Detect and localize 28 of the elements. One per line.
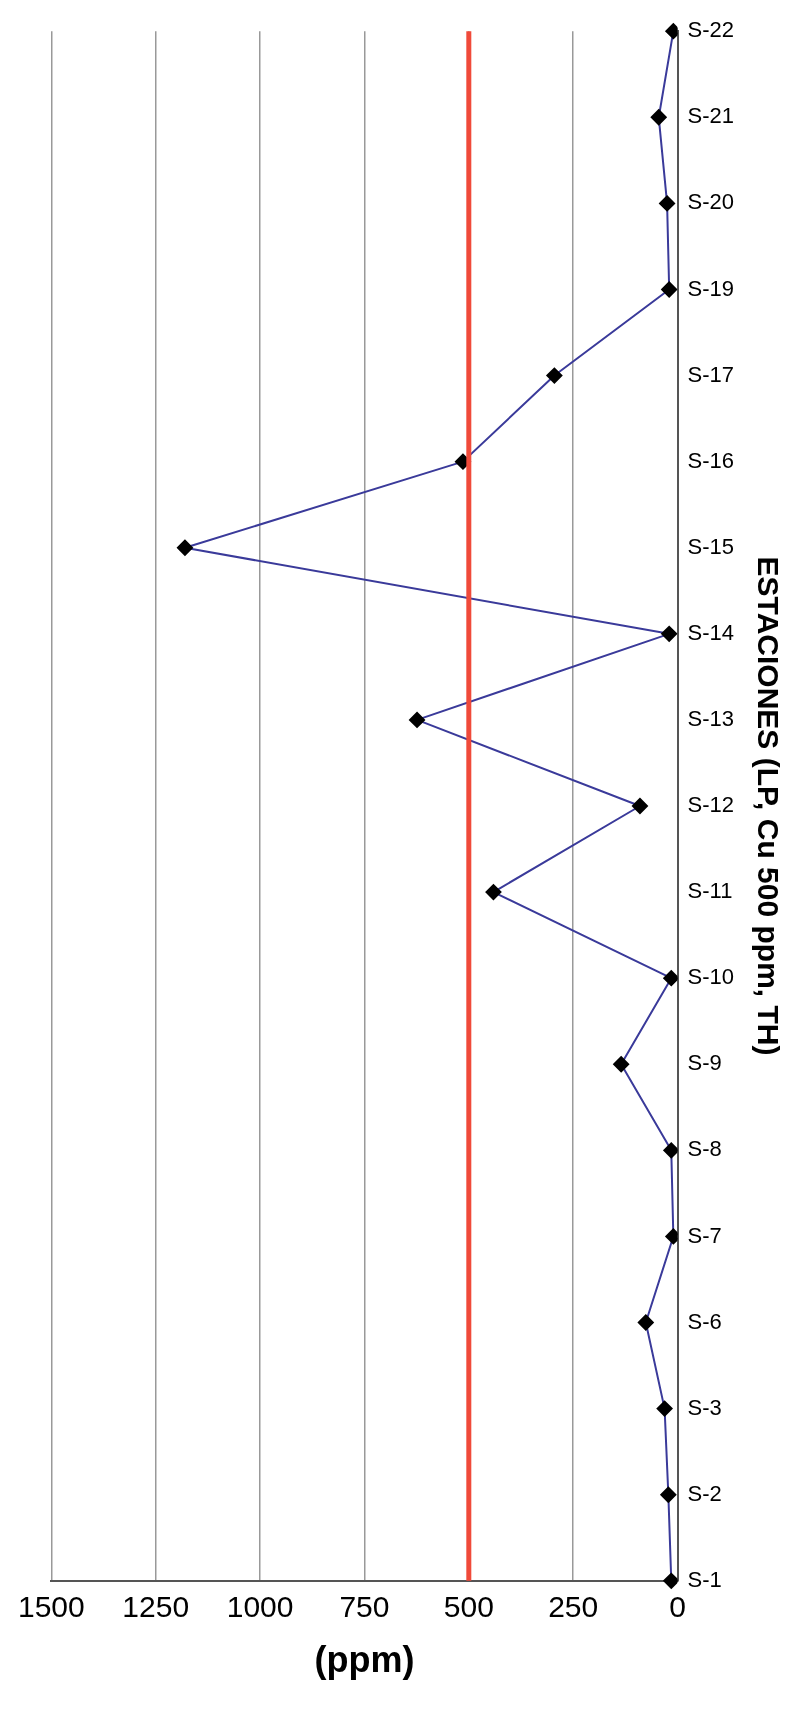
x-tick-label: 750 xyxy=(339,1590,390,1624)
x-tick-label: 1000 xyxy=(226,1590,294,1624)
y-tick-label: S-6 xyxy=(687,1308,722,1334)
y-tick-label: S-3 xyxy=(687,1394,722,1420)
x-tick-label: 500 xyxy=(443,1590,494,1624)
x-tick-label: 1250 xyxy=(122,1590,190,1624)
y-tick-label: S-15 xyxy=(687,533,735,559)
y-axis-title: ESTACIONES (LP, Cu 500 ppm, TH) xyxy=(751,556,785,1056)
x-tick-label: 0 xyxy=(669,1590,686,1624)
y-tick-label: S-20 xyxy=(687,189,735,215)
y-tick-label: S-22 xyxy=(687,17,735,43)
y-tick-label: S-14 xyxy=(687,619,735,645)
y-tick-label: S-2 xyxy=(687,1480,722,1506)
y-tick-label: S-8 xyxy=(687,1136,722,1162)
y-tick-label: S-9 xyxy=(687,1050,722,1076)
y-tick-label: S-17 xyxy=(687,361,735,387)
y-tick-label: S-16 xyxy=(687,447,735,473)
x-tick-label: 250 xyxy=(548,1590,599,1624)
y-tick-label: S-19 xyxy=(687,275,735,301)
y-tick-label: S-10 xyxy=(687,964,735,990)
x-tick-label: 1500 xyxy=(17,1590,85,1624)
y-tick-label: S-11 xyxy=(687,878,733,904)
y-tick-label: S-21 xyxy=(687,103,735,129)
y-tick-label: S-7 xyxy=(687,1222,722,1248)
x-axis-title: (ppm) xyxy=(314,1639,415,1681)
y-tick-label: S-1 xyxy=(687,1566,722,1592)
y-tick-label: S-13 xyxy=(687,705,735,731)
y-tick-label: S-12 xyxy=(687,792,735,818)
